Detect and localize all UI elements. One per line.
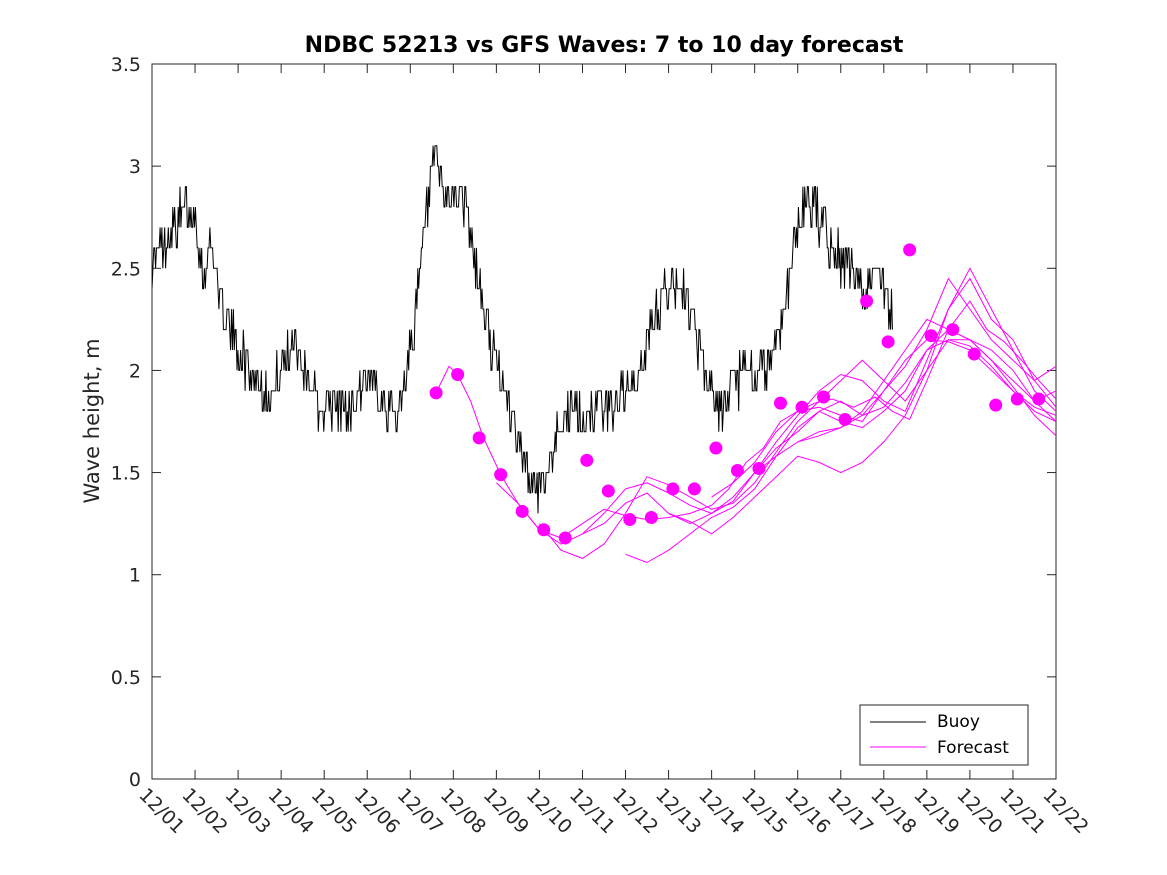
- forecast-point: [558, 531, 572, 545]
- legend-box: [859, 704, 1029, 766]
- forecast-run-line: [435, 300, 1056, 539]
- y-tick-label: 2: [129, 360, 141, 382]
- forecast-point: [773, 396, 787, 410]
- forecast-point: [903, 243, 917, 257]
- chart-title: NDBC 52213 vs GFS Waves: 7 to 10 day for…: [305, 33, 904, 58]
- forecast-run-line: [797, 277, 1056, 443]
- y-tick-label: 0.5: [111, 667, 141, 689]
- forecast-run-line: [539, 267, 1056, 559]
- forecast-point: [644, 511, 658, 525]
- forecast-run-line: [754, 318, 1056, 473]
- forecast-point: [752, 461, 766, 475]
- forecast-point: [515, 504, 529, 518]
- forecast-point: [967, 347, 981, 361]
- forecast-point: [687, 482, 701, 496]
- forecast-point: [946, 323, 960, 337]
- forecast-point: [838, 412, 852, 426]
- buoy-series-line: [152, 145, 893, 514]
- forecast-point: [989, 398, 1003, 412]
- forecast-run-line: [496, 277, 1056, 545]
- y-tick-label: 3.5: [111, 54, 141, 76]
- y-tick-label: 1: [129, 565, 141, 587]
- forecast-point: [494, 468, 508, 482]
- forecast-point: [429, 386, 443, 400]
- y-axis-label: Wave height, m: [80, 338, 104, 503]
- y-tick-label: 0: [129, 769, 141, 791]
- y-tick-label: 1.5: [111, 463, 141, 485]
- forecast-point: [860, 294, 874, 308]
- legend-forecast-label: Forecast: [937, 738, 1009, 758]
- legend-buoy-label: Buoy: [937, 712, 980, 732]
- forecast-point: [451, 368, 465, 382]
- plot-series-group: [152, 145, 1056, 564]
- forecast-point: [1032, 392, 1046, 406]
- legend: Buoy Forecast: [859, 704, 1029, 766]
- forecast-point: [817, 390, 831, 404]
- y-tick-label: 2.5: [111, 258, 141, 280]
- y-tick-label: 3: [129, 156, 141, 178]
- forecast-point: [924, 329, 938, 343]
- forecast-point: [601, 484, 615, 498]
- forecast-point: [709, 441, 723, 455]
- forecast-point: [881, 335, 895, 349]
- forecast-point: [472, 431, 486, 445]
- forecast-point: [666, 482, 680, 496]
- forecast-run-line: [668, 339, 1056, 535]
- forecast-point: [623, 513, 637, 527]
- forecast-point: [730, 464, 744, 478]
- forecast-point: [795, 400, 809, 414]
- forecast-point: [1010, 392, 1024, 406]
- forecast-point: [580, 453, 594, 467]
- forecast-point: [537, 523, 551, 537]
